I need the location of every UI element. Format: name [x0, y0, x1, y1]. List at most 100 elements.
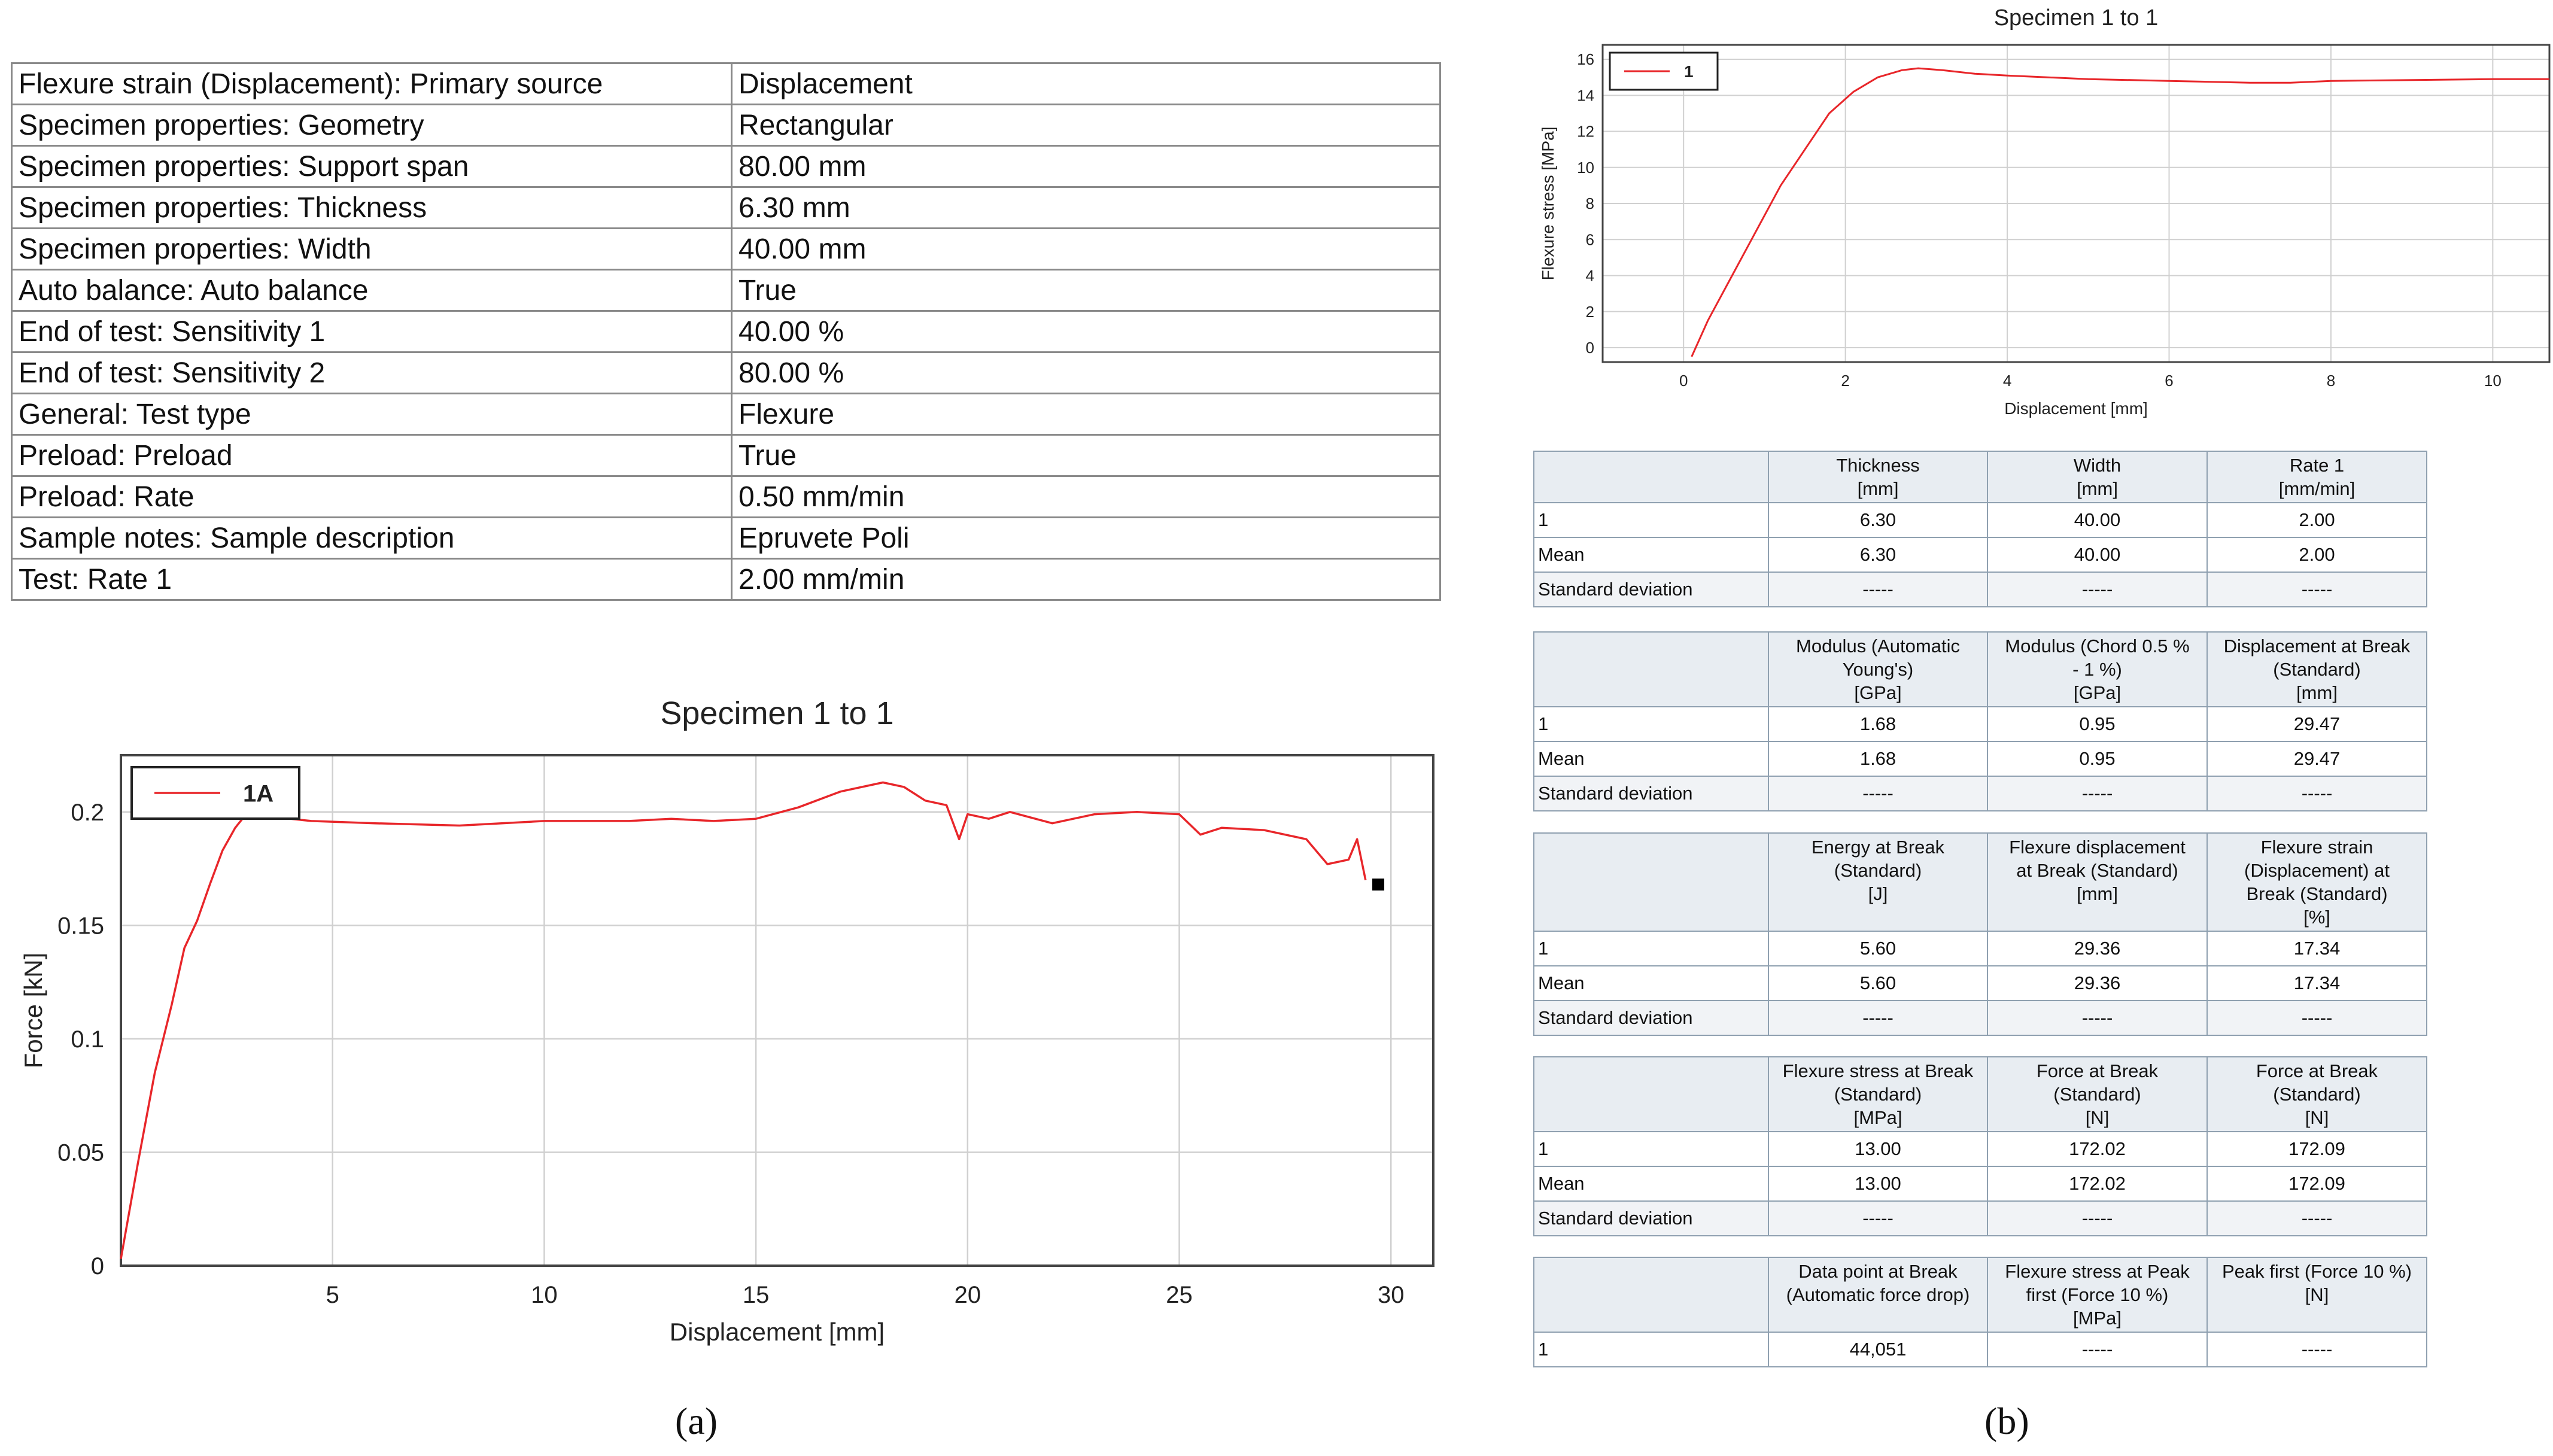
table-cell: 5.60 [1768, 931, 1988, 966]
x-axis-label: Displacement [mm] [2004, 399, 2148, 418]
parameter-key: End of test: Sensitivity 1 [11, 310, 733, 353]
legend-label: 1A [243, 780, 273, 807]
x-tick-label: 20 [955, 1282, 981, 1308]
parameter-key: Test: Rate 1 [11, 558, 733, 601]
parameter-value: 2.00 mm/min [731, 558, 1441, 601]
plot-frame [1601, 44, 2551, 363]
table-header-cell: Modulus (Automatic Young's) [GPa] [1768, 631, 1988, 707]
row-label: 1 [1533, 1332, 1769, 1367]
chart-title: Specimen 1 to 1 [660, 695, 893, 731]
table-cell: 29.47 [2206, 741, 2427, 777]
parameter-key: Preload: Rate [11, 475, 733, 518]
chart-title: Specimen 1 to 1 [1994, 5, 2159, 31]
x-tick-label: 4 [2003, 372, 2011, 390]
table-row: Mean 5.60 29.36 17.34 [1533, 965, 2427, 1001]
row-label: Standard deviation [1533, 1200, 1769, 1236]
y-tick-label: 4 [1586, 267, 1594, 285]
table-row: 1 6.30 40.00 2.00 [1533, 502, 2427, 538]
x-tick-label: 2 [1841, 372, 1849, 390]
table-cell: ----- [1768, 1200, 1988, 1236]
x-tick-label: 10 [2484, 372, 2502, 390]
series-line-1 [1691, 67, 2549, 357]
table-cell: 0.95 [1987, 741, 2208, 777]
y-tick-label: 0.15 [57, 913, 104, 939]
table-cell: ----- [1768, 1000, 1988, 1036]
table-header-cell: Displacement at Break (Standard) [mm] [2206, 631, 2427, 707]
table-header-cell: Force at Break (Standard) [N] [1987, 1056, 2208, 1132]
y-tick-label: 2 [1586, 303, 1594, 321]
table-cell: 40.00 [1987, 502, 2208, 538]
table-cell: 6.30 [1768, 537, 1988, 573]
parameter-value: 6.30 mm [731, 186, 1441, 229]
table-header-cell: Width [mm] [1987, 451, 2208, 503]
parameter-row: End of test: Sensitivity 1 40.00 % [11, 310, 1441, 353]
row-label: Standard deviation [1533, 776, 1769, 811]
peak-table: Data point at Break (Automatic force dro… [1533, 1257, 2427, 1367]
table-header-cell [1533, 631, 1769, 707]
table-cell: 1.68 [1768, 706, 1988, 742]
y-tick-label: 16 [1577, 50, 1594, 68]
parameter-value: True [731, 269, 1441, 312]
row-label: Mean [1533, 741, 1769, 777]
table-header-cell [1533, 832, 1769, 932]
parameter-row: Flexure strain (Displacement): Primary s… [11, 62, 1441, 105]
plot-area [121, 755, 1433, 1266]
table-cell: ----- [2206, 1200, 2427, 1236]
table-header-cell [1533, 451, 1769, 503]
table-row: Standard deviation ----- ----- ----- [1533, 572, 2427, 607]
x-tick-label: 30 [1378, 1282, 1405, 1308]
table-cell: ----- [2206, 572, 2427, 607]
table-header-cell [1533, 1056, 1769, 1132]
x-tick-label: 8 [2327, 372, 2335, 390]
parameter-row: Specimen properties: Width 40.00 mm [11, 227, 1441, 270]
y-tick-label: 8 [1586, 194, 1594, 212]
energy-table: Energy at Break (Standard) [J] Flexure di… [1533, 832, 2427, 1036]
table-row: 1 13.00 172.02 172.09 [1533, 1131, 2427, 1167]
y-tick-label: 0 [1586, 339, 1594, 357]
table-header-cell: Flexure stress at Break (Standard) [MPa] [1768, 1056, 1988, 1132]
row-label: 1 [1533, 1131, 1769, 1167]
parameter-row: General: Test type Flexure [11, 393, 1441, 436]
row-label: Standard deviation [1533, 572, 1769, 607]
x-tick-label: 25 [1166, 1282, 1193, 1308]
table-cell: 0.95 [1987, 706, 2208, 742]
y-axis-label: Force [kN] [19, 953, 47, 1069]
table-row: Standard deviation ----- ----- ----- [1533, 1200, 2427, 1236]
y-tick-label: 10 [1577, 159, 1594, 177]
parameter-row: Auto balance: Auto balance True [11, 269, 1441, 312]
table-cell: 6.30 [1768, 502, 1988, 538]
table-row: Mean 13.00 172.02 172.09 [1533, 1166, 2427, 1202]
table-row: Mean 6.30 40.00 2.00 [1533, 537, 2427, 573]
caption-a: (a) [675, 1400, 718, 1442]
table-row: Standard deviation ----- ----- ----- [1533, 1000, 2427, 1036]
table-cell: ----- [1987, 572, 2208, 607]
table-header-cell: Flexure displacement at Break (Standard)… [1987, 832, 2208, 932]
table-header-cell: Flexure stress at Peak first (Force 10 %… [1987, 1257, 2208, 1333]
table-header-cell: Modulus (Chord 0.5 % - 1 %) [GPa] [1987, 631, 2208, 707]
parameter-row: Specimen properties: Thickness 6.30 mm [11, 186, 1441, 229]
parameter-key: Specimen properties: Support span [11, 145, 733, 188]
caption-b: (b) [1984, 1400, 2029, 1442]
table-cell: 29.36 [1987, 931, 2208, 966]
parameter-value: 40.00 % [731, 310, 1441, 353]
table-cell: 172.02 [1987, 1131, 2208, 1167]
parameter-value: 80.00 % [731, 351, 1441, 394]
table-cell: 172.09 [2206, 1131, 2427, 1167]
break-point-marker [1372, 879, 1385, 891]
table-cell: 40.00 [1987, 537, 2208, 573]
y-tick-label: 0.2 [71, 800, 104, 826]
table-header-cell: Peak first (Force 10 %) [N] [2206, 1257, 2427, 1333]
stress-force-table: Flexure stress at Break (Standard) [MPa]… [1533, 1056, 2427, 1236]
table-cell: 172.02 [1987, 1166, 2208, 1202]
table-cell: 29.36 [1987, 965, 2208, 1001]
table-cell: 2.00 [2206, 537, 2427, 573]
table-cell: 17.34 [2206, 965, 2427, 1001]
plot-frame [120, 754, 1434, 1267]
stress-displacement-chart: Specimen 1 to 1 0 2 4 6 8 10 0 2 4 6 8 10 12 14 16 Displ… [1539, 5, 2551, 418]
table-header-cell: Rate 1 [mm/min] [2206, 451, 2427, 503]
parameter-row: Preload: Rate 0.50 mm/min [11, 475, 1441, 518]
parameter-value: Displacement [731, 62, 1441, 105]
parameter-value: Epruvete Poli [731, 516, 1441, 560]
parameter-key: Auto balance: Auto balance [11, 269, 733, 312]
table-cell: 172.09 [2206, 1166, 2427, 1202]
